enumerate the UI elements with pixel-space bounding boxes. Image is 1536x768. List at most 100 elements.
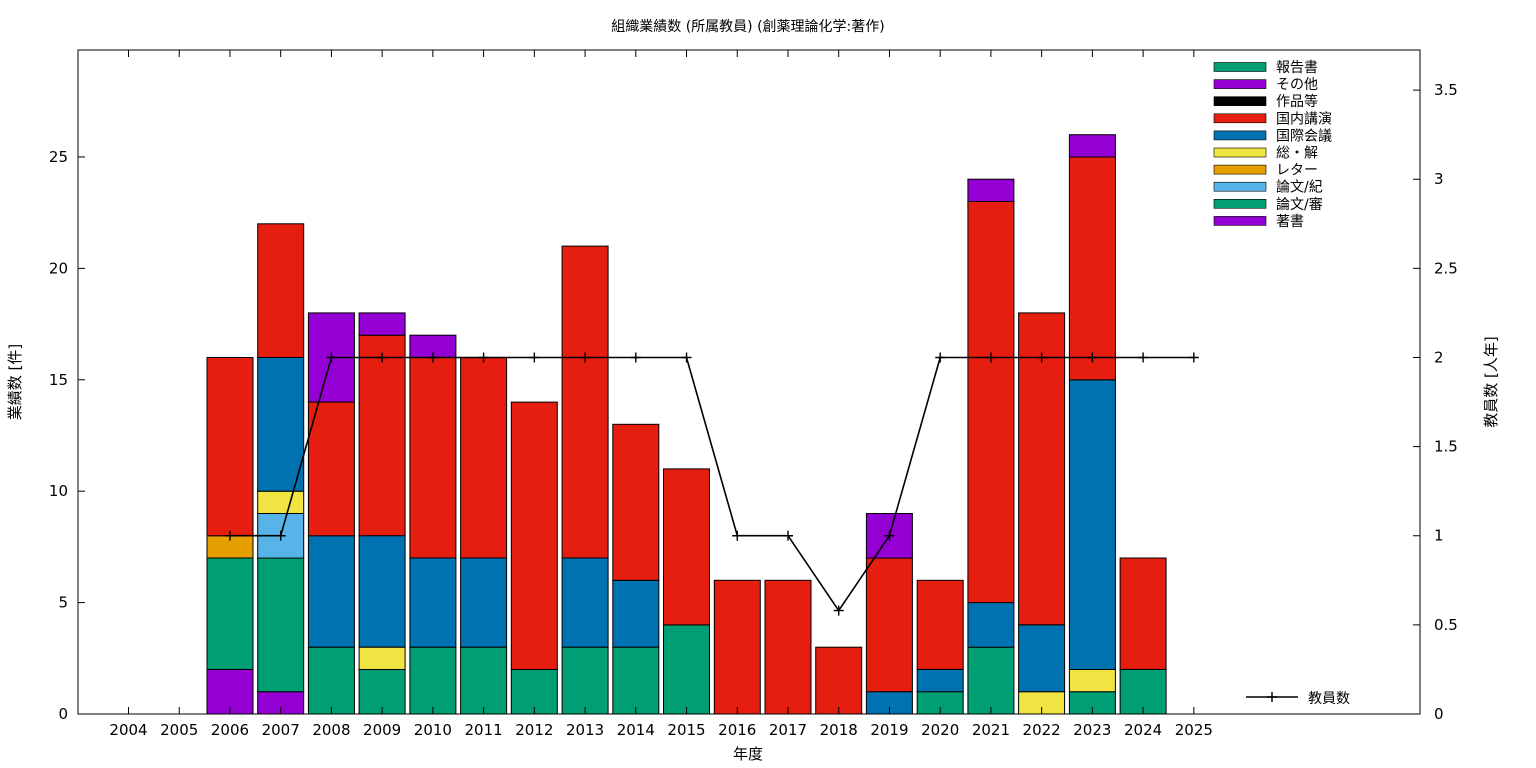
bar-2010-series-5 (409, 557, 457, 648)
teacher-count-point-2021 (985, 352, 996, 363)
y2-tick-label-3: 3 (1434, 170, 1444, 188)
x-tick-label-2015: 2015 (667, 721, 705, 739)
bar-2007-series-4 (257, 490, 305, 515)
teacher-count-point-2022 (1036, 352, 1047, 363)
teacher-count-point-2013 (580, 352, 591, 363)
bar-2006-series-6 (206, 357, 254, 537)
bar-2021-series-6 (967, 201, 1015, 604)
x-tick-label-2025: 2025 (1175, 721, 1213, 739)
line-legend: 教員数 (1246, 691, 1350, 707)
y-tick-label-15: 15 (49, 371, 68, 389)
bar-2009-series-5 (358, 535, 406, 648)
bar-2021-series-1 (967, 646, 1015, 715)
y-tick-label-10: 10 (49, 482, 68, 500)
x-axis: 2004 2005 2006 2007 2008 2009 2010 2011 2012 2013… (109, 50, 1213, 739)
legend-label-3: 国内講演 (1276, 111, 1332, 127)
bar-2014-series-5 (612, 579, 660, 648)
x-tick-label-2006: 2006 (211, 721, 249, 739)
teacher-count-point-2019 (884, 530, 895, 541)
x-tick-label-2009: 2009 (363, 721, 401, 739)
x-tick-label-2012: 2012 (515, 721, 553, 739)
plot-frame (77, 49, 1421, 715)
bar-2014-series-1 (612, 646, 660, 715)
bar-2012-series-6 (510, 401, 558, 670)
legend-label-7: 論文/紀 (1276, 180, 1323, 196)
bar-2017-series-6 (764, 579, 812, 715)
x-tick-label-2019: 2019 (870, 721, 908, 739)
y2-axis: 0 0.5 1 1.5 2 2.5 3 3.5 (1413, 81, 1458, 723)
legend-swatch-4 (1213, 130, 1267, 141)
y2-tick-label-0.5: 0.5 (1434, 616, 1458, 634)
bar-2016-series-6 (713, 579, 761, 715)
bar-2015-series-1 (663, 624, 710, 715)
teacher-count-point-2016 (732, 530, 743, 541)
y2-tick-label-2.5: 2.5 (1434, 259, 1458, 277)
legend-swatch-2 (1213, 96, 1267, 106)
bar-2009-series-6 (358, 334, 406, 537)
bar-2013-series-1 (561, 646, 609, 715)
line-legend-label: 教員数 (1308, 691, 1350, 707)
bar-2024-series-1 (1119, 668, 1167, 715)
teacher-count-point-2025 (1188, 352, 1199, 363)
x-tick-label-2024: 2024 (1124, 721, 1162, 739)
x-tick-label-2022: 2022 (1023, 721, 1061, 739)
bar-2007-series-6 (257, 223, 305, 358)
legend-swatch-0 (1213, 62, 1267, 72)
bar-2011-series-6 (460, 357, 508, 559)
line-legend-marker (1267, 692, 1277, 702)
teacher-count-line (230, 356, 1194, 613)
x-tick-label-2005: 2005 (160, 721, 198, 739)
teacher-count-point-2010 (427, 352, 438, 363)
x-tick-label-2010: 2010 (414, 721, 452, 739)
bar-2023-series-5 (1068, 379, 1116, 670)
bar-2010-series-1 (409, 646, 457, 715)
line-layer (224, 352, 1199, 616)
legend-label-4: 国際会議 (1276, 127, 1332, 144)
legend-swatch-5 (1213, 147, 1267, 158)
bar-2021-series-8 (967, 178, 1015, 202)
bars-layer (206, 134, 1167, 715)
legend-swatch-9 (1213, 216, 1267, 226)
bar-2023-series-6 (1068, 156, 1116, 381)
bar-2011-series-1 (460, 646, 508, 715)
teacher-count-point-2015 (681, 352, 692, 363)
bar-2021-series-5 (967, 602, 1015, 648)
x-tick-label-2020: 2020 (921, 721, 959, 739)
y-tick-label-20: 20 (49, 259, 68, 277)
legend-label-1: その他 (1276, 77, 1318, 93)
teacher-count-point-2007 (275, 530, 286, 541)
bar-2020-series-5 (916, 668, 964, 693)
legend-label-0: 報告書 (1276, 60, 1318, 76)
legend-swatch-3 (1213, 113, 1267, 124)
legend-swatch-6 (1213, 164, 1267, 175)
bar-2006-series-1 (206, 557, 254, 670)
bar-2013-series-6 (561, 245, 609, 559)
y2-axis-label: 教員数 [人年] (1482, 336, 1500, 427)
bar-2023-series-4 (1068, 668, 1116, 693)
y2-tick-label-0: 0 (1434, 705, 1444, 723)
y-tick-label-5: 5 (58, 594, 68, 612)
x-tick-label-2021: 2021 (972, 721, 1010, 739)
y-axis-label: 業績数 [件] (6, 344, 24, 420)
legend-label-8: 論文/審 (1276, 197, 1323, 213)
bar-2008-series-1 (307, 646, 355, 715)
chart-title: 組織業績数 (所属教員) (創薬理論化学:著作) (611, 19, 884, 35)
x-tick-label-2014: 2014 (617, 721, 655, 739)
teacher-count-point-2009 (377, 352, 388, 363)
bar-2019-series-6 (865, 557, 913, 693)
legend-label-6: レター (1276, 163, 1318, 179)
teacher-count-point-2006 (224, 530, 235, 541)
x-axis-label: 年度 (733, 745, 763, 763)
teacher-count-point-2020 (935, 352, 946, 363)
bar-2023-series-8 (1068, 134, 1116, 158)
y-axis: 0 5 10 15 20 25 (49, 148, 85, 723)
bar-2011-series-5 (460, 557, 508, 648)
bar-2014-series-6 (612, 423, 660, 581)
bar-2022-series-5 (1018, 624, 1066, 693)
y2-tick-label-1: 1 (1434, 527, 1444, 545)
y-tick-label-0: 0 (58, 705, 68, 723)
bar-2010-series-6 (409, 357, 457, 559)
teacher-count-point-2018 (833, 605, 844, 616)
x-tick-label-2004: 2004 (109, 721, 147, 739)
